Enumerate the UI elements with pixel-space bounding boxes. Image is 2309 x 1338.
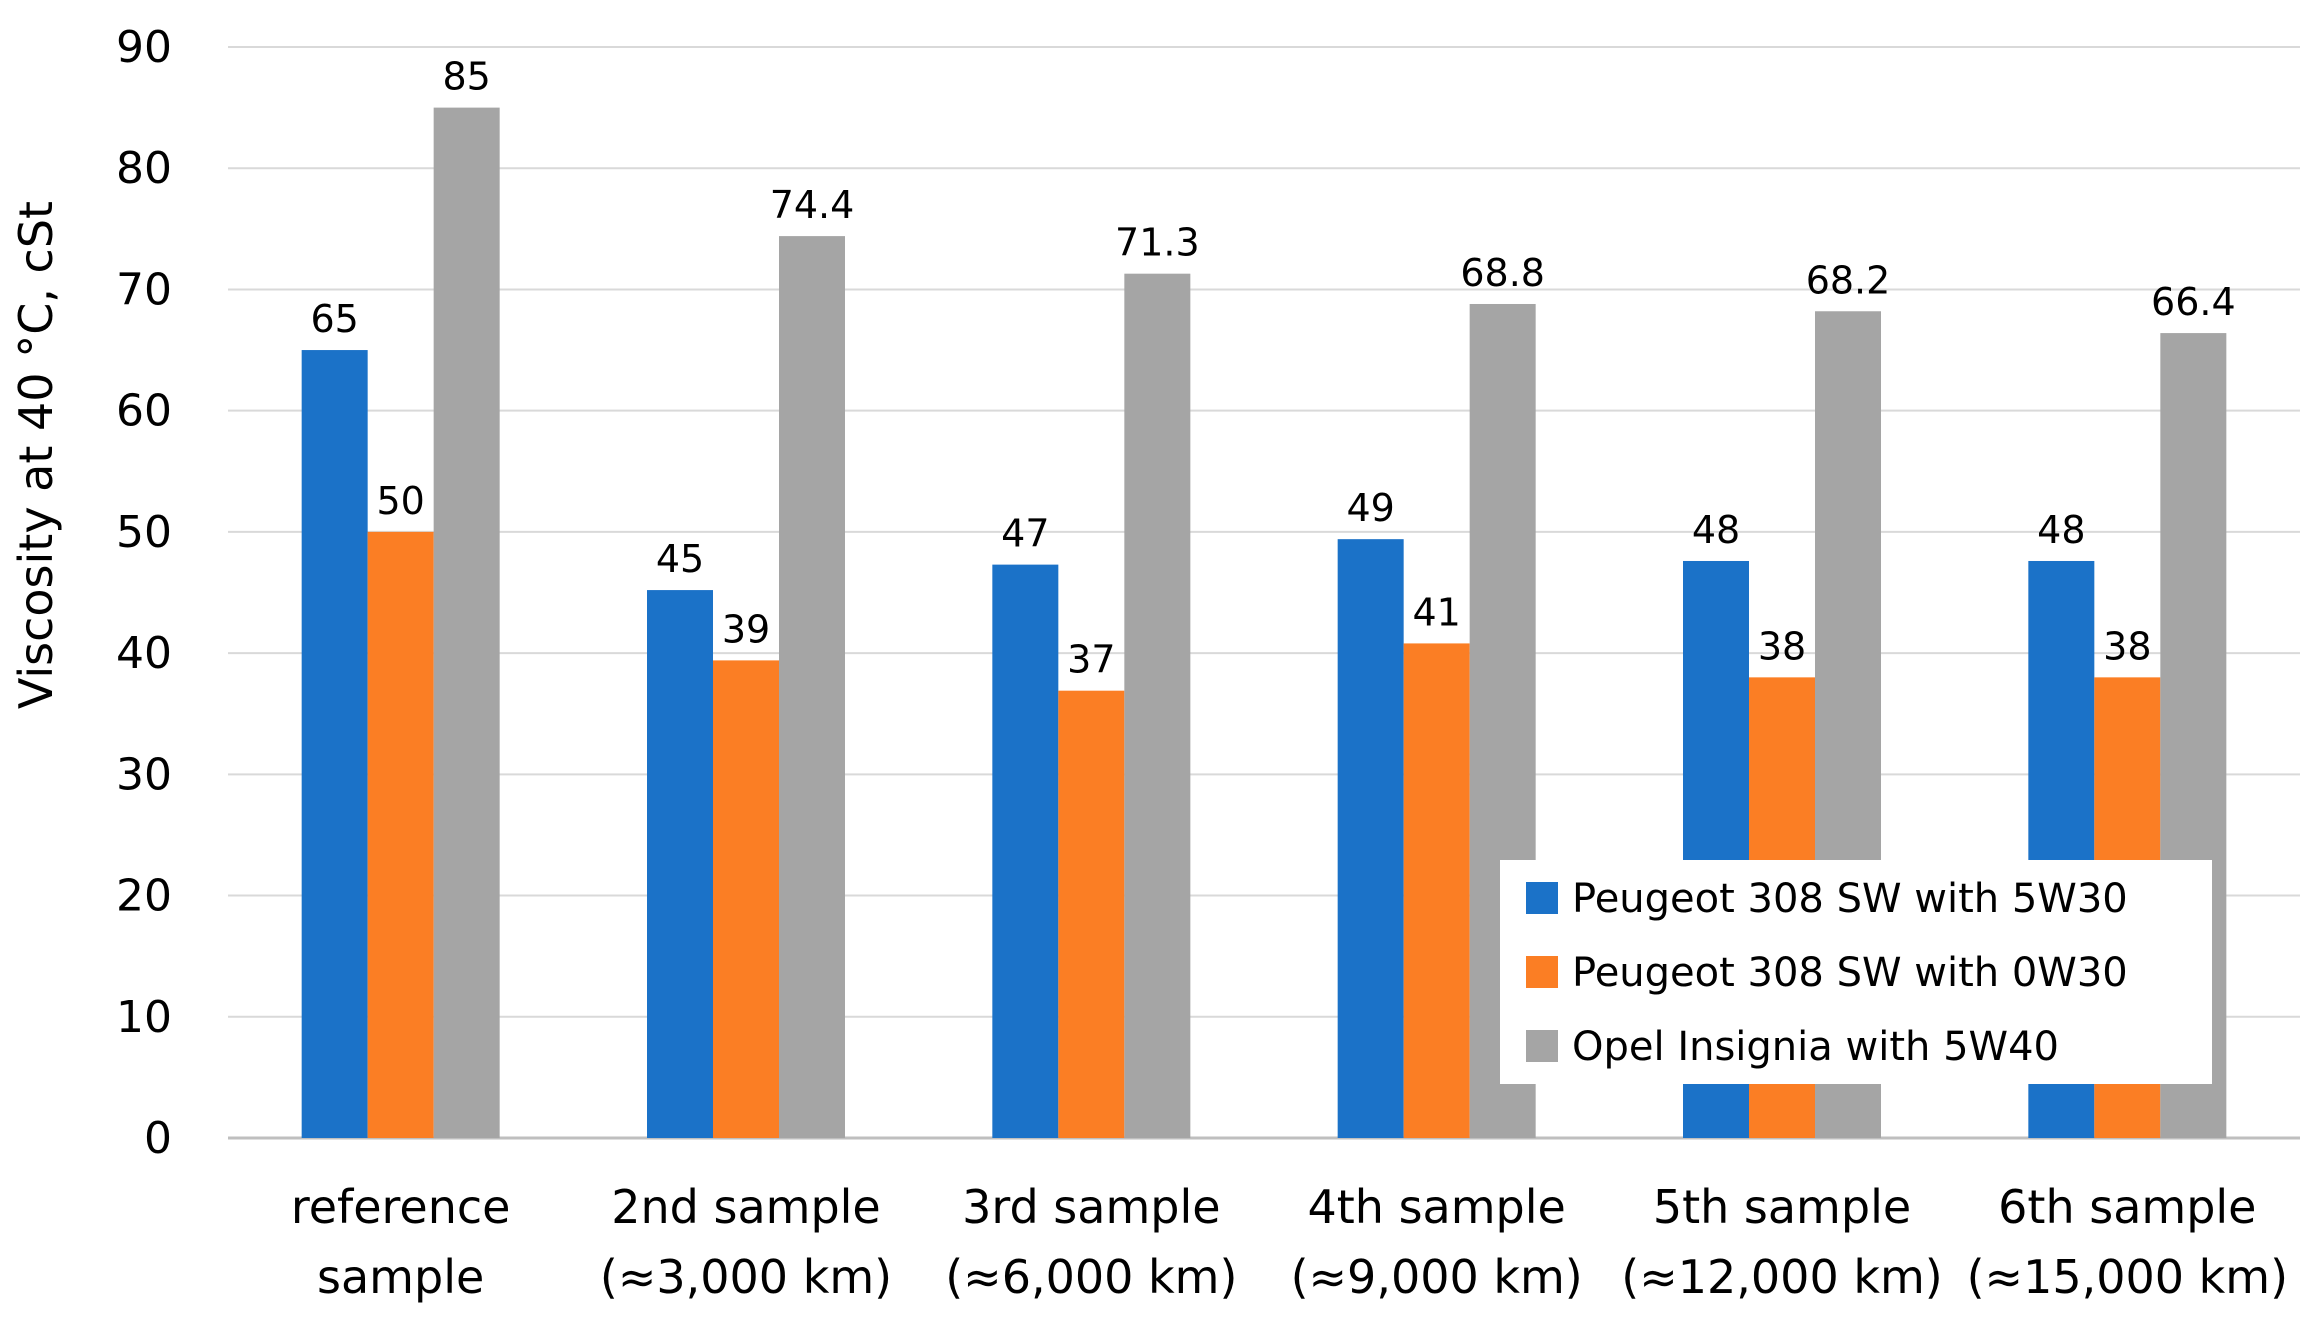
data-label: 85: [442, 55, 490, 99]
y-tick-label: 0: [144, 1113, 172, 1164]
legend-label: Peugeot 308 SW with 5W30: [1572, 876, 2128, 922]
x-axis-categories: reference sample 2nd sample (≈3,000 km) 3rd …: [291, 1180, 2288, 1304]
y-tick-label: 50: [116, 507, 172, 558]
bar: [992, 564, 1059, 1138]
bar: [713, 660, 779, 1138]
data-label: 68.8: [1460, 251, 1545, 295]
x-category-label: 2nd sample: [611, 1180, 881, 1234]
data-label: 45: [656, 537, 704, 581]
y-tick-label: 40: [116, 628, 172, 679]
x-category-label: reference: [291, 1180, 511, 1234]
y-tick-label: 30: [116, 749, 172, 800]
y-axis-ticks: 0 10 20 30 40 50 60 70 80 90: [116, 22, 172, 1164]
bar: [301, 350, 368, 1138]
x-category-label: (≈6,000 km): [945, 1250, 1237, 1304]
legend-label: Opel Insignia with 5W40: [1572, 1024, 2059, 1070]
x-category-label: sample: [317, 1250, 484, 1304]
bar: [433, 107, 500, 1139]
data-label: 47: [1001, 512, 1049, 556]
x-category-label: 4th sample: [1308, 1180, 1566, 1234]
data-label: 66.4: [2151, 280, 2236, 324]
gridlines: [228, 46, 2300, 1140]
bar: [1403, 643, 1470, 1138]
data-label: 68.2: [1806, 258, 1891, 302]
legend: Peugeot 308 SW with 5W30 Peugeot 308 SW w…: [1500, 860, 2212, 1084]
x-category-label: (≈15,000 km): [1967, 1250, 2288, 1304]
y-axis-title: Viscosity at 40 °C, cSt: [9, 201, 63, 709]
x-category-label: (≈12,000 km): [1621, 1250, 1942, 1304]
data-label: 65: [310, 297, 358, 341]
data-label: 37: [1067, 638, 1115, 682]
data-label: 48: [2037, 508, 2085, 552]
data-label: 49: [1346, 486, 1394, 530]
x-category-label: (≈3,000 km): [600, 1250, 892, 1304]
x-category-label: 3rd sample: [962, 1180, 1220, 1234]
y-tick-label: 20: [116, 871, 172, 922]
data-label: 74.4: [770, 183, 855, 227]
legend-background: [1500, 860, 2212, 1084]
y-tick-label: 70: [116, 264, 172, 315]
legend-swatch: [1526, 882, 1558, 914]
bar: [647, 590, 713, 1138]
bar: [1337, 539, 1404, 1138]
bar: [1058, 690, 1125, 1138]
data-label: 38: [1758, 624, 1806, 668]
y-tick-label: 10: [116, 992, 172, 1043]
bar: [1124, 273, 1191, 1138]
legend-swatch: [1526, 1030, 1558, 1062]
legend-swatch: [1526, 956, 1558, 988]
data-label: 71.3: [1115, 221, 1200, 265]
y-tick-label: 80: [116, 143, 172, 194]
data-label: 48: [1692, 508, 1740, 552]
y-tick-label: 90: [116, 22, 172, 73]
x-category-label: 5th sample: [1653, 1180, 1911, 1234]
x-category-label: (≈9,000 km): [1291, 1250, 1583, 1304]
bar: [367, 531, 434, 1138]
data-label: 50: [376, 479, 424, 523]
data-label: 39: [722, 607, 770, 651]
data-label: 38: [2103, 624, 2151, 668]
x-category-label: 6th sample: [1998, 1180, 2256, 1234]
legend-label: Peugeot 308 SW with 0W30: [1572, 950, 2128, 996]
y-tick-label: 60: [116, 386, 172, 437]
data-labels: 65 50 85 45 39 74.4 47 37 71.3 49 41 68.8 48 38 68.2 48…: [310, 55, 2235, 682]
data-label: 41: [1412, 590, 1460, 634]
bar: [779, 236, 845, 1138]
